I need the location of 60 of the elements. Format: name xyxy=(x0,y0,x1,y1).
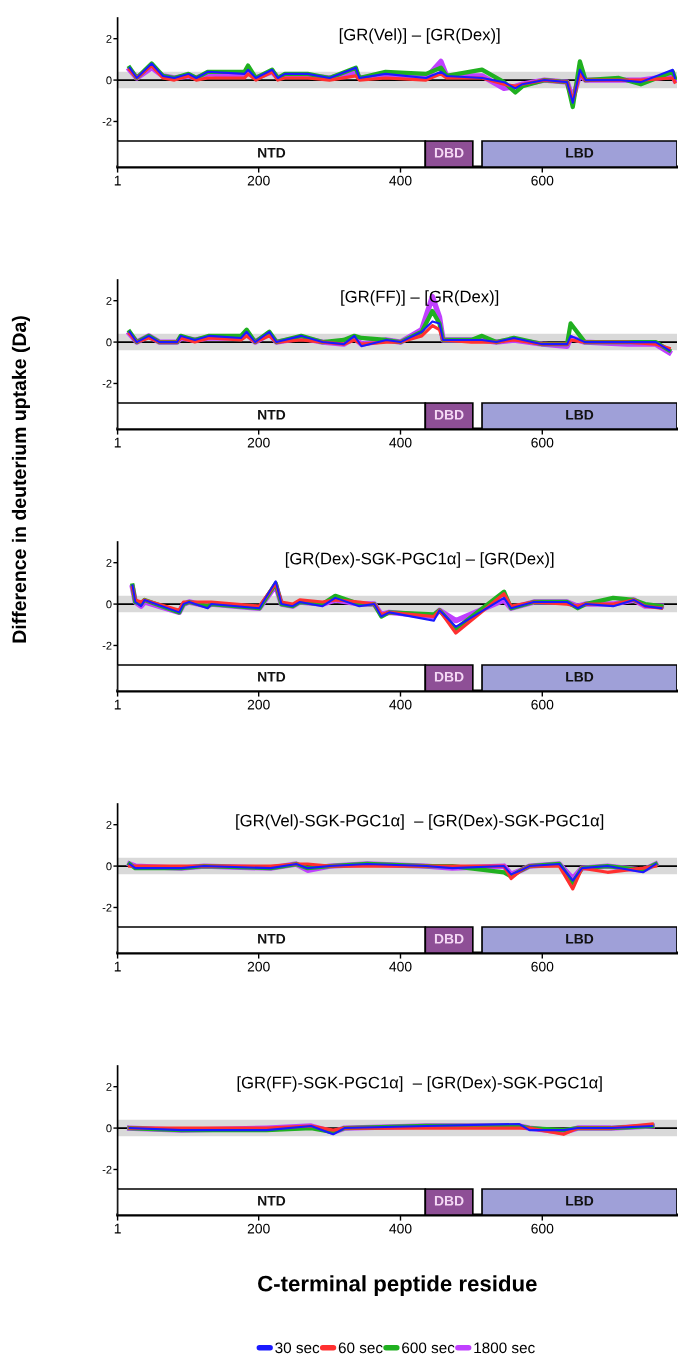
band-label: NTD xyxy=(258,934,286,944)
y-tick-label: 0 xyxy=(106,338,112,347)
band-label: NTD xyxy=(258,410,286,420)
band-label: LBD xyxy=(566,1196,594,1206)
x-tick-label: 400 xyxy=(389,175,412,186)
band-label: DBD xyxy=(434,934,464,944)
x-tick-label: 1 xyxy=(114,1223,121,1234)
y-axis-title: Difference in deuterium uptake (Da) xyxy=(11,316,30,643)
y-tick-label: -2 xyxy=(102,379,112,388)
y-tick-label: -2 xyxy=(102,903,112,912)
x-tick-label: 400 xyxy=(389,961,412,972)
text: [GR(Vel)-SGK-PGC1α] – [GR(Dex)-SGK-PGC1α] xyxy=(236,814,604,830)
band-label: LBD xyxy=(566,672,594,682)
x-tick-label: 200 xyxy=(247,175,270,186)
y-tick-label: 2 xyxy=(106,820,112,829)
y-tick-label: 0 xyxy=(106,76,112,85)
band-label: DBD xyxy=(434,1196,464,1206)
y-tick-label: -2 xyxy=(102,1165,112,1174)
band-label: NTD xyxy=(258,672,286,682)
y-tick-label: 2 xyxy=(106,1082,112,1091)
text: [GR(Dex)-SGK-PGC1α] – [GR(Dex)] xyxy=(285,552,554,568)
y-tick-label: 2 xyxy=(106,558,112,567)
band-label: LBD xyxy=(566,410,594,420)
x-tick-label: 1 xyxy=(114,699,121,710)
y-tick-label: -2 xyxy=(102,641,112,650)
band-label: DBD xyxy=(434,148,464,158)
band-label: DBD xyxy=(434,672,464,682)
x-tick-label: 1 xyxy=(114,437,121,448)
band-label: NTD xyxy=(258,1196,286,1206)
y-tick-label: 0 xyxy=(106,600,112,609)
band-label: LBD xyxy=(566,148,594,158)
text: [GR(Vel)] – [GR(Dex)] xyxy=(339,28,500,44)
x-tick-label: 200 xyxy=(247,961,270,972)
y-tick-label: 0 xyxy=(106,1124,112,1133)
x-tick-label: 600 xyxy=(531,1223,554,1234)
y-tick-label: -2 xyxy=(102,117,112,126)
x-tick-label: 200 xyxy=(247,699,270,710)
band-label: LBD xyxy=(566,934,594,944)
band-label: DBD xyxy=(434,410,464,420)
text: [GR(FF)-SGK-PGC1α] – [GR(Dex)-SGK-PGC1α] xyxy=(237,1076,602,1092)
x-tick-label: 1 xyxy=(114,175,121,186)
legend-label: 60 sec xyxy=(338,1342,383,1354)
y-tick-label: 2 xyxy=(106,34,112,43)
x-tick-label: 400 xyxy=(389,437,412,448)
x-tick-label: 600 xyxy=(531,437,554,448)
legend-label: 600 sec xyxy=(402,1342,455,1354)
x-tick-label: 600 xyxy=(531,175,554,186)
band-label: NTD xyxy=(258,148,286,158)
legend-label: 30 sec xyxy=(275,1342,320,1354)
x-tick-label: 200 xyxy=(247,437,270,448)
x-tick-label: 1 xyxy=(114,961,121,972)
y-tick-label: 0 xyxy=(106,862,112,871)
x-tick-label: 600 xyxy=(531,699,554,710)
x-axis-title: C-terminal peptide residue xyxy=(258,1275,537,1296)
legend-label: 1800 sec xyxy=(474,1342,535,1354)
y-tick-label: 2 xyxy=(106,296,112,305)
x-tick-label: 400 xyxy=(389,1223,412,1234)
x-tick-label: 200 xyxy=(247,1223,270,1234)
x-tick-label: 400 xyxy=(389,699,412,710)
x-tick-label: 600 xyxy=(531,961,554,972)
